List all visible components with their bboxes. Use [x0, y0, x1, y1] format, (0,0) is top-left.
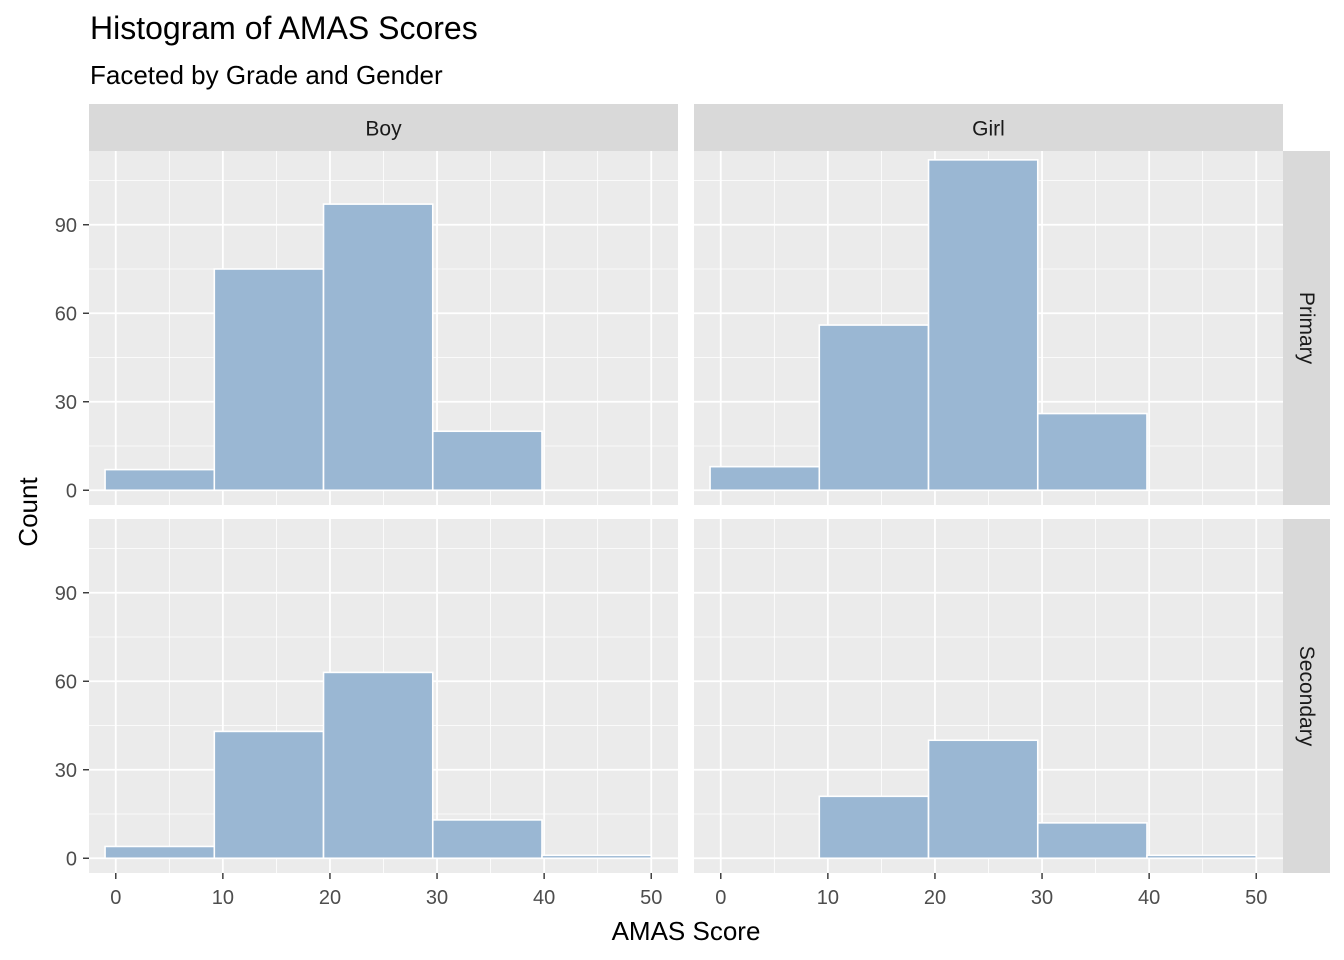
histogram-bar	[927, 159, 1039, 492]
histogram-bar	[1036, 822, 1148, 860]
x-tick-label: 30	[1031, 887, 1053, 909]
panel-boy-primary	[89, 151, 678, 505]
panel-girl-secondary	[694, 519, 1283, 873]
histogram-bar	[104, 845, 216, 860]
chart-subtitle: Faceted by Grade and Gender	[90, 60, 443, 90]
histogram-bar	[104, 468, 216, 492]
x-tick-label: 20	[924, 887, 946, 909]
histogram-bar	[709, 465, 821, 492]
histogram-bar	[927, 739, 1039, 860]
axes-layer: 0 30 60 90 0 30 60 90 0 10 20 30 40 50 0 10 20 30 40 50	[55, 215, 1268, 909]
histogram-bar	[431, 430, 543, 492]
strip-boy	[89, 104, 678, 151]
histogram-bar	[1146, 854, 1258, 860]
strip-label-boy: Boy	[365, 118, 402, 141]
strip-label-primary: Primary	[1295, 292, 1318, 365]
x-tick-label: 0	[110, 887, 121, 909]
y-tick-label: 60	[55, 303, 77, 325]
histogram-bar	[322, 203, 434, 492]
histogram-bar	[213, 268, 325, 492]
x-tick-label: 10	[212, 887, 234, 909]
panel-boy-secondary	[89, 519, 678, 873]
histogram-bar	[541, 854, 653, 860]
y-axis-label: Count	[13, 477, 43, 547]
histogram-bar	[431, 819, 543, 860]
histogram-bar	[818, 324, 930, 492]
x-tick-label: 30	[426, 887, 448, 909]
chart-title: Histogram of AMAS Scores	[90, 10, 478, 46]
y-tick-label: 0	[66, 480, 77, 502]
panel-girl-primary	[694, 151, 1283, 505]
x-tick-label: 20	[319, 887, 341, 909]
histogram-bar	[213, 730, 325, 860]
strip-girl	[694, 104, 1283, 151]
y-tick-label: 0	[66, 848, 77, 870]
x-tick-label: 0	[715, 887, 726, 909]
x-tick-label: 50	[1245, 887, 1267, 909]
y-tick-label: 30	[55, 760, 77, 782]
y-tick-label: 90	[55, 215, 77, 237]
x-tick-label: 40	[533, 887, 555, 909]
histogram-bar	[322, 671, 434, 860]
x-tick-label: 10	[817, 887, 839, 909]
y-tick-label: 30	[55, 392, 77, 414]
x-axis-label: AMAS Score	[612, 916, 761, 946]
strip-label-girl: Girl	[972, 118, 1005, 141]
y-tick-label: 60	[55, 671, 77, 693]
strip-label-secondary: Secondary	[1295, 646, 1318, 747]
histogram-bar	[818, 795, 930, 860]
strip-secondary	[1283, 519, 1330, 873]
histogram-bar	[1036, 412, 1148, 492]
strip-primary	[1283, 151, 1330, 505]
x-tick-label: 50	[640, 887, 662, 909]
x-tick-label: 40	[1138, 887, 1160, 909]
y-tick-label: 90	[55, 583, 77, 605]
panels-layer: Boy Girl Primary Secondary	[89, 104, 1330, 873]
